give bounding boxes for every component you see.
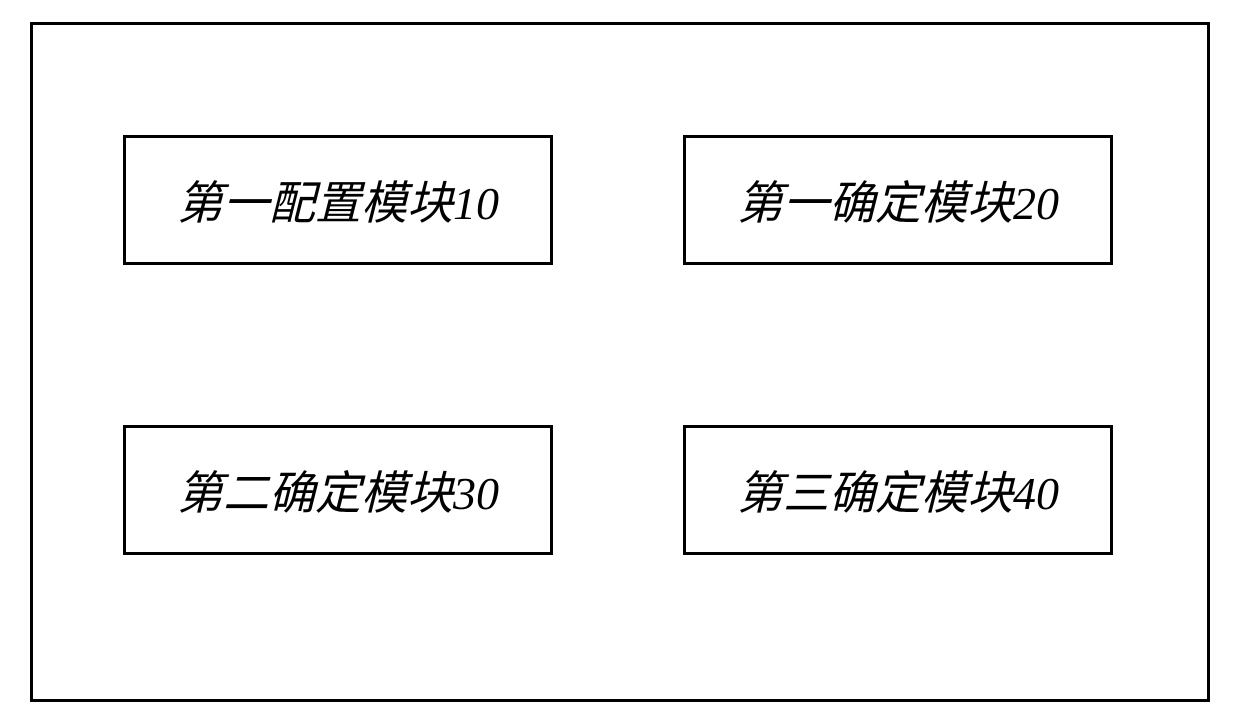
diagram-container: 第一配置模块10 第一确定模块20 第二确定模块30 第三确定模块40 xyxy=(30,22,1210,702)
module-label: 第一确定模块20 xyxy=(737,167,1059,233)
module-box-20: 第一确定模块20 xyxy=(683,135,1113,265)
module-box-40: 第三确定模块40 xyxy=(683,425,1113,555)
module-label: 第三确定模块40 xyxy=(737,457,1059,523)
module-box-30: 第二确定模块30 xyxy=(123,425,553,555)
module-label: 第一配置模块10 xyxy=(177,167,499,233)
module-label: 第二确定模块30 xyxy=(177,457,499,523)
module-box-10: 第一配置模块10 xyxy=(123,135,553,265)
